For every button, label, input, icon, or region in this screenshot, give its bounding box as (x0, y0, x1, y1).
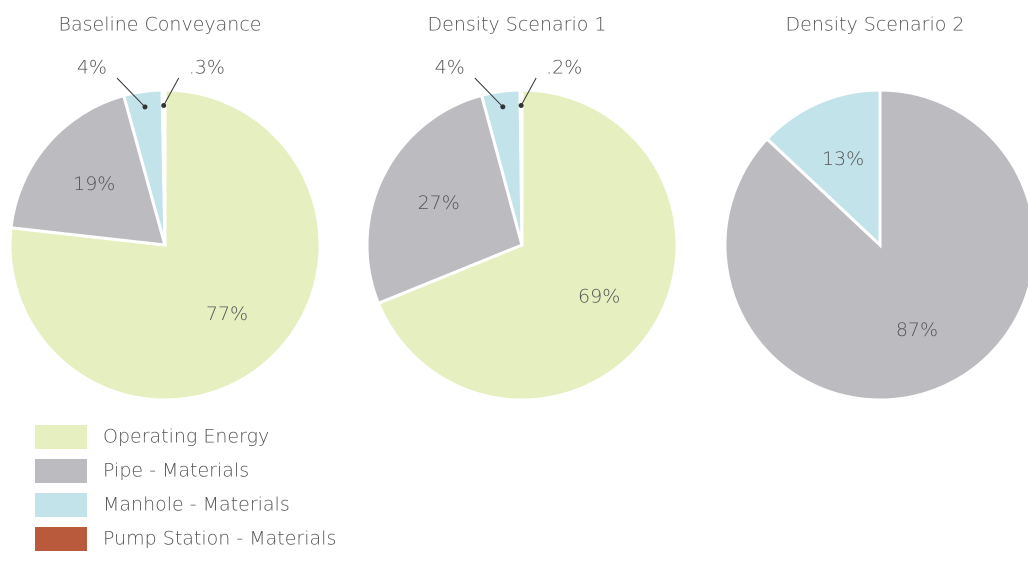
pie-slice (160, 88, 167, 246)
pie-slice (365, 93, 524, 306)
data-label: 27% (418, 192, 460, 214)
pie-slice (723, 88, 1028, 402)
data-label: 77% (206, 303, 248, 325)
chart-title: Baseline Conveyance (59, 14, 262, 36)
chart-title: Density Scenario 1 (428, 14, 607, 36)
pie-slice (9, 93, 168, 247)
data-label: 19% (73, 173, 115, 195)
legend-label: Pump Station - Materials (103, 528, 336, 550)
leader-dot (518, 103, 524, 109)
data-label: 4% (435, 57, 465, 79)
legend-swatch (35, 493, 87, 517)
chart-title: Density Scenario 2 (786, 14, 965, 36)
pie-slice (518, 88, 524, 246)
legend-label: Operating Energy (103, 426, 269, 448)
data-label: .3% (189, 57, 225, 79)
leader-dot (142, 104, 148, 110)
data-label: 87% (896, 319, 938, 341)
leader-dot (500, 104, 506, 110)
leader-line (474, 77, 504, 108)
leader-line (116, 77, 146, 108)
pie-slice (376, 88, 679, 402)
legend-label: Manhole - Materials (103, 494, 290, 516)
data-label: 69% (578, 285, 620, 307)
legend-label: Pipe - Materials (103, 460, 249, 482)
legend-swatch (35, 425, 87, 449)
pie-slice (764, 88, 882, 249)
leader-line (163, 77, 180, 106)
leader-dot (161, 103, 167, 109)
legend-swatch (35, 459, 87, 483)
data-label: .2% (546, 57, 582, 79)
data-label: 13% (822, 148, 864, 170)
data-label: 4% (77, 57, 107, 79)
leader-line (520, 77, 537, 106)
legend-swatch (35, 527, 87, 551)
